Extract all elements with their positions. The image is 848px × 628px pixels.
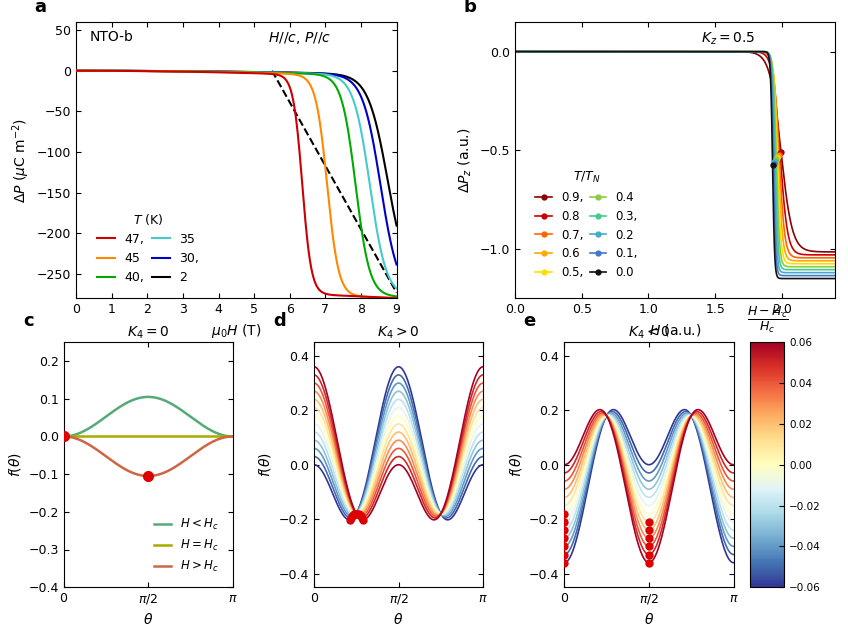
X-axis label: $\theta$: $\theta$ — [143, 612, 153, 627]
Text: a: a — [35, 0, 47, 16]
Text: $\dfrac{H - H_c}{H_c}$: $\dfrac{H - H_c}{H_c}$ — [747, 305, 788, 335]
Title: $K_4 > 0$: $K_4 > 0$ — [377, 325, 420, 341]
Legend: 47,, 45, 40,, 35, 30,, 2: 47,, 45, 40,, 35, 30,, 2 — [92, 207, 204, 290]
Y-axis label: $f(\theta)$: $f(\theta)$ — [508, 452, 523, 477]
Legend: $H < H_c$, $H = H_c$, $H > H_c$: $H < H_c$, $H = H_c$, $H > H_c$ — [149, 512, 224, 579]
Text: d: d — [273, 312, 286, 330]
Y-axis label: $\Delta P$ ($\mu$C m$^{-2}$): $\Delta P$ ($\mu$C m$^{-2}$) — [10, 117, 31, 203]
Text: $K_z = 0.5$: $K_z = 0.5$ — [700, 30, 756, 46]
X-axis label: $H$ (a.u.): $H$ (a.u.) — [649, 322, 701, 338]
X-axis label: $\mu_0 H$ (T): $\mu_0 H$ (T) — [211, 322, 262, 340]
Title: $K_4 = 0$: $K_4 = 0$ — [127, 325, 170, 341]
Text: b: b — [464, 0, 477, 16]
X-axis label: $\theta$: $\theta$ — [644, 612, 654, 627]
Text: e: e — [524, 312, 536, 330]
Text: NTO-b: NTO-b — [89, 30, 133, 44]
Text: $H$$//$$c$, $P$$//$$c$: $H$$//$$c$, $P$$//$$c$ — [269, 30, 332, 46]
X-axis label: $\theta$: $\theta$ — [393, 612, 404, 627]
Y-axis label: $f(\theta)$: $f(\theta)$ — [257, 452, 273, 477]
Title: $K_4 < 0$: $K_4 < 0$ — [628, 325, 670, 341]
Text: c: c — [23, 312, 34, 330]
Y-axis label: $\Delta P_z$ (a.u.): $\Delta P_z$ (a.u.) — [457, 127, 474, 193]
Legend: 0.9,, 0.8, 0.7,, 0.6, 0.5,, 0.4, 0.3,, 0.2, 0.1,, 0.0: 0.9,, 0.8, 0.7,, 0.6, 0.5,, 0.4, 0.3,, 0… — [531, 165, 643, 284]
Y-axis label: $f(\theta)$: $f(\theta)$ — [7, 452, 23, 477]
